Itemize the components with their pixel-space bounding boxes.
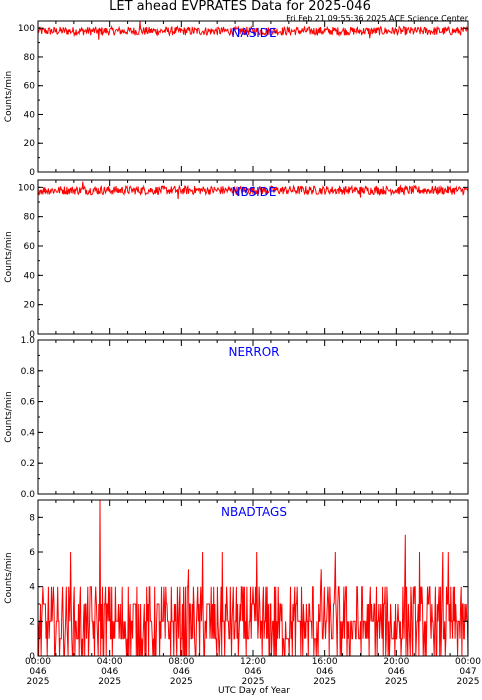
y-tick-label: 40 [24,271,36,281]
y-tick-label: 6 [29,548,35,558]
y-tick-label: 80 [24,213,36,223]
plot-frame [37,179,469,335]
x-tick-label: 20:00 [383,657,409,667]
x-tick-label: 2025 [457,677,480,687]
x-tick-label: 046 [388,667,405,677]
plot-frame [37,20,469,173]
panel-title: NERROR [228,345,279,359]
timestamp: Fri Feb 21 09:55:36 2025 ACE Science Cen… [286,14,469,23]
y-tick-label: 8 [29,513,35,523]
x-tick-label: 046 [244,667,261,677]
y-tick-label: 0.4 [21,428,36,438]
x-tick-label: 046 [316,667,333,677]
y-tick-label: 1.0 [21,336,36,346]
x-tick-label: 00:00 [25,657,51,667]
x-tick-label: 2025 [313,677,336,687]
y-tick-label: 0 [29,168,35,178]
y-tick-label: 0 [29,330,35,340]
y-tick-label: 2 [29,617,35,627]
series-line [37,20,469,40]
x-axis-tick-labels: 00:00046202504:00046202508:00046202512:0… [25,657,481,687]
y-tick-label: 100 [18,183,35,193]
y-axis-label: Counts/min [4,391,14,442]
panel-nbadtags: 0 2 4 6 8 Counts/min NBADTAGS [4,499,469,662]
x-tick-label: 046 [101,667,118,677]
panel-title: NASIDE [231,26,276,40]
y-tick-label: 80 [24,53,36,63]
x-tick-label: 12:00 [240,657,266,667]
y-tick-label: 0 [29,652,35,662]
y-tick-label: 40 [24,110,36,120]
plot-frame [37,339,469,495]
y-tick-label: 100 [18,24,35,34]
x-tick-label: 08:00 [168,657,194,667]
y-tick-label: 60 [24,242,36,252]
panel-title: NBADTAGS [221,505,287,519]
y-axis-label: Counts/min [4,552,14,603]
y-tick-label: 20 [24,139,36,149]
x-tick-label: 046 [29,667,46,677]
panel-naside: 0 20 40 60 80 100 Counts/min NASIDE [4,20,469,178]
x-tick-label: 04:00 [97,657,123,667]
y-tick-label: 0.6 [21,398,36,408]
y-tick-label: 0.0 [21,490,36,500]
series-line [37,181,469,200]
y-axis-label: Counts/min [4,71,14,122]
panel-nerror: 0.0 0.2 0.4 0.6 0.8 1.0 Counts/min NERROR [4,336,469,500]
y-axis-label: Counts/min [4,231,14,282]
panel-nbside: 0 20 40 60 80 100 Counts/min NBSIDE [4,179,469,340]
x-tick-label: 2025 [27,677,50,687]
y-tick-label: 60 [24,82,36,92]
y-tick-label: 4 [29,583,35,593]
x-tick-label: 046 [173,667,190,677]
y-tick-label: 20 [24,301,36,311]
panels: 020406080100Counts/minNASIDE020406080100… [4,20,469,662]
x-tick-label: 2025 [98,677,121,687]
x-axis-label: UTC Day of Year [218,686,290,696]
panel-title: NBSIDE [232,185,277,199]
x-tick-label: 16:00 [312,657,338,667]
x-tick-label: 2025 [242,677,265,687]
x-tick-label: 00:00 [455,657,481,667]
figure-title: LET ahead EVPRATES Data for 2025-046 [109,0,371,14]
y-tick-label: 0.8 [21,367,36,377]
x-tick-label: 047 [459,667,476,677]
x-tick-label: 2025 [170,677,193,687]
y-tick-label: 0.2 [21,459,35,469]
x-tick-label: 2025 [385,677,408,687]
series-line [37,499,469,657]
